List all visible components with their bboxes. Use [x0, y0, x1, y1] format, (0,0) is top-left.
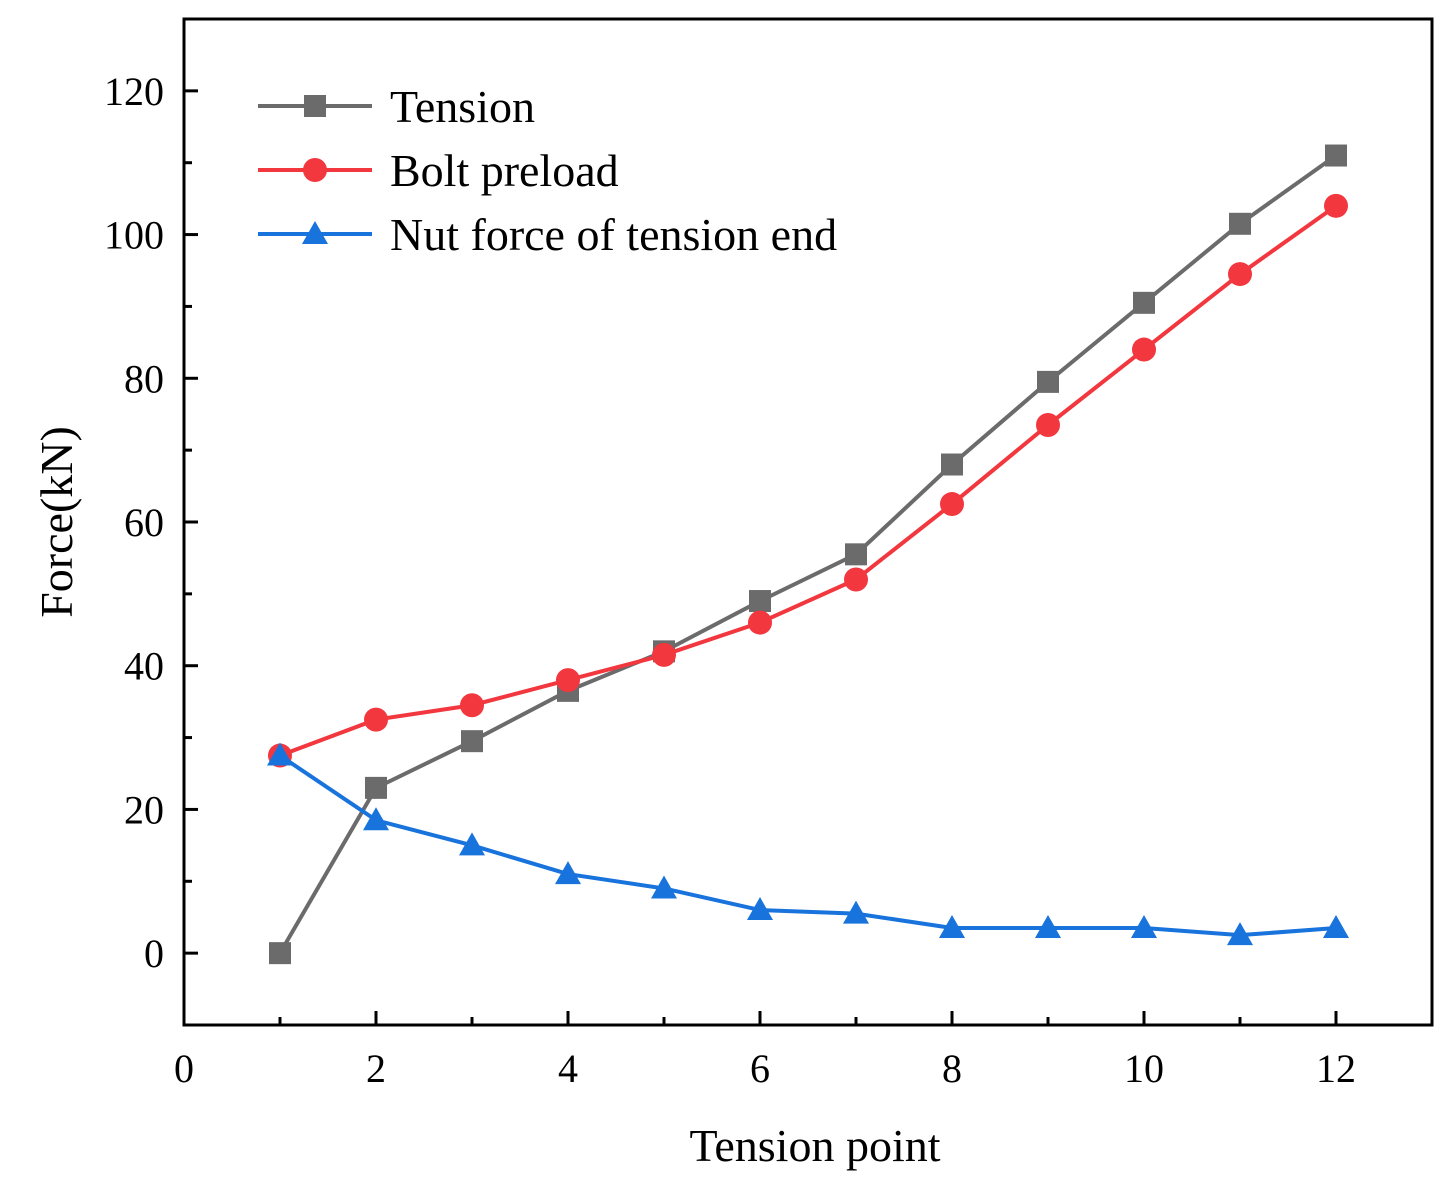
data-point-bolt-preload [460, 693, 484, 718]
series-layer [267, 144, 1349, 965]
data-point-tension [269, 942, 291, 965]
data-point-bolt-preload [364, 707, 388, 732]
data-point-tension [749, 590, 771, 613]
data-point-nut-force [1131, 914, 1157, 938]
y-tick-label: 0 [144, 931, 164, 976]
data-point-bolt-preload [652, 642, 676, 667]
x-tick-label: 10 [1124, 1046, 1164, 1091]
x-tick-label: 12 [1316, 1046, 1356, 1091]
series-line-bolt-preload [279, 204, 1338, 758]
legend-label: Nut force of tension end [390, 209, 837, 260]
data-point-bolt-preload [1228, 262, 1252, 287]
data-point-nut-force [1227, 922, 1253, 946]
x-tick-label: 8 [942, 1046, 962, 1091]
x-tick-label: 2 [366, 1046, 386, 1091]
y-tick-label: 20 [124, 787, 164, 832]
legend-label: Bolt preload [390, 145, 619, 196]
y-tick-label: 60 [124, 500, 164, 545]
series-nut-force [267, 742, 1349, 946]
legend: Tension Bolt preload Nut force of tension … [258, 81, 837, 260]
data-point-nut-force [843, 900, 869, 924]
legend-marker-triangle [302, 221, 328, 244]
data-point-nut-force [651, 875, 677, 899]
data-point-bolt-preload [1036, 412, 1060, 437]
series-line-nut-force [278, 753, 1337, 938]
x-tick-label: 6 [750, 1046, 770, 1091]
data-point-tension [1133, 291, 1155, 314]
x-axis-label: Tension point [689, 1120, 940, 1171]
legend-marker-circle [303, 158, 327, 182]
y-tick-label: 100 [104, 213, 164, 258]
data-point-tension [365, 776, 387, 799]
data-point-tension [1229, 212, 1251, 235]
data-point-nut-force [1323, 914, 1349, 938]
data-point-tension [941, 453, 963, 476]
data-point-nut-force [939, 914, 965, 938]
y-tick-label: 80 [124, 356, 164, 401]
data-point-nut-force [363, 807, 389, 831]
legend-label: Tension [390, 81, 535, 132]
legend-marker-square [304, 95, 326, 117]
data-point-nut-force [459, 832, 485, 856]
series-line-tension [278, 153, 1338, 955]
x-tick-label: 4 [558, 1046, 578, 1091]
y-tick-label: 120 [104, 69, 164, 114]
data-point-nut-force [1035, 914, 1061, 938]
data-point-bolt-preload [1132, 337, 1156, 362]
data-point-nut-force [555, 861, 581, 885]
data-point-bolt-preload [940, 492, 964, 517]
data-point-tension [1037, 370, 1059, 393]
data-point-bolt-preload [844, 567, 868, 592]
data-point-tension [845, 543, 867, 566]
y-axis-label: Force(kN) [31, 426, 82, 618]
data-point-tension [1325, 144, 1347, 167]
x-tick-label: 0 [174, 1046, 194, 1091]
data-point-bolt-preload [748, 610, 772, 635]
plot-frame [182, 17, 1434, 1027]
data-point-bolt-preload [556, 668, 580, 693]
data-point-nut-force [747, 897, 773, 921]
legend-item-tension: Tension [258, 81, 535, 132]
legend-item-nut-force: Nut force of tension end [258, 209, 837, 260]
data-point-tension [461, 730, 483, 753]
y-tick-label: 40 [124, 644, 164, 689]
data-point-bolt-preload [1324, 193, 1348, 218]
data-point-nut-force [267, 742, 293, 766]
legend-item-bolt-preload: Bolt preload [258, 145, 619, 196]
